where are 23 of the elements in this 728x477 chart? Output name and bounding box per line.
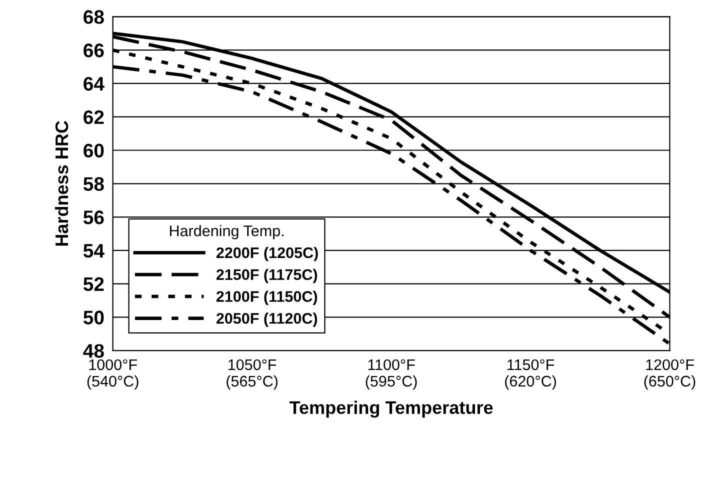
legend-label: 2200F (1205C) bbox=[216, 246, 318, 262]
y-tick-label: 52 bbox=[83, 277, 104, 292]
y-tick-label: 62 bbox=[84, 110, 104, 124]
legend-label: 2050F (1120C) bbox=[216, 312, 318, 327]
y-tick-label: 54 bbox=[83, 244, 104, 258]
x-axis-title: Tempering Temperature bbox=[289, 400, 493, 418]
y-tick-label: 68 bbox=[84, 10, 104, 24]
x-tick-label: 1200°F (650°C) bbox=[644, 359, 696, 390]
y-tick-label: 56 bbox=[83, 210, 104, 224]
y-tick-label: 50 bbox=[83, 310, 104, 324]
y-axis-title: Hardness HRC bbox=[54, 120, 68, 246]
y-tick-label: 48 bbox=[83, 344, 104, 358]
legend-label: 2150F (1175C) bbox=[216, 268, 318, 284]
x-tick-label: 1000°F (540°C) bbox=[87, 359, 138, 390]
y-tick-label: 64 bbox=[84, 76, 104, 91]
y-tick-label: 60 bbox=[84, 144, 104, 158]
x-tick-label: 1150°F (620°C) bbox=[505, 359, 556, 390]
legend-title: Hardening Temp. bbox=[170, 225, 284, 240]
x-tick-label: 1050°F (565°C) bbox=[226, 359, 278, 390]
x-tick-label: 1100°F (595°C) bbox=[366, 359, 417, 390]
y-tick-label: 66 bbox=[84, 44, 104, 58]
legend-label: 2100F (1150C) bbox=[216, 290, 318, 305]
y-tick-label: 58 bbox=[83, 177, 104, 191]
